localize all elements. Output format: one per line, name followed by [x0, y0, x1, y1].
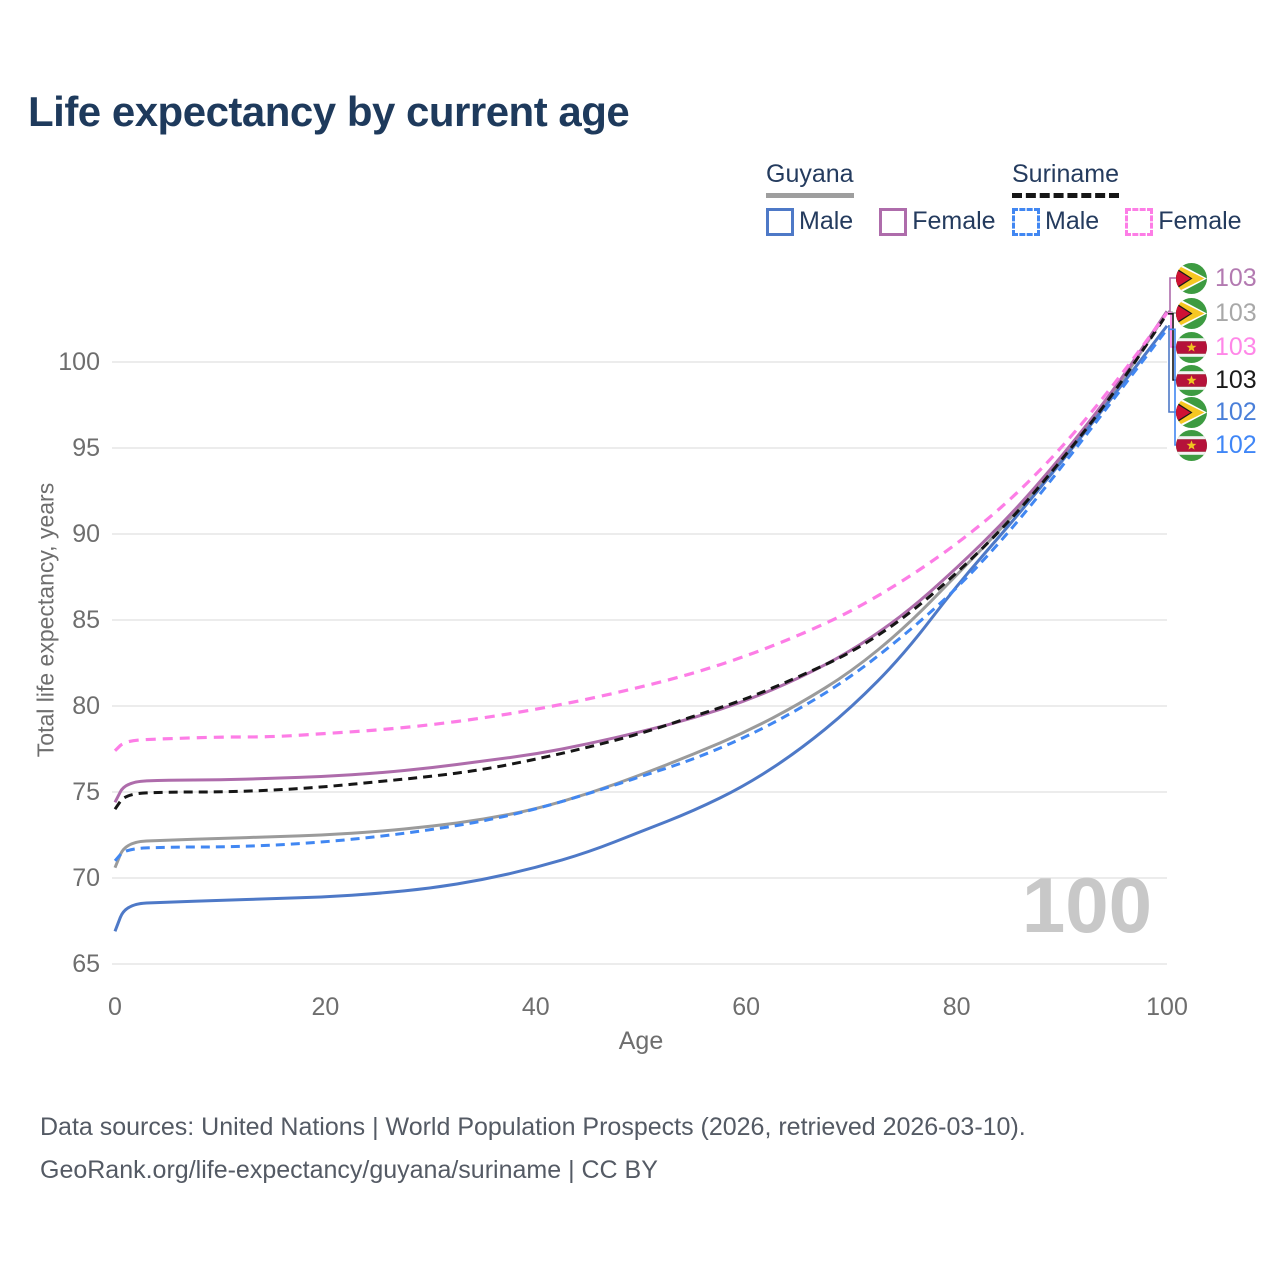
- legend-group-guyana: Guyana Male Female: [766, 160, 996, 236]
- x-tick-label: 40: [521, 993, 550, 1021]
- y-tick-label: 100: [58, 348, 100, 376]
- guyana-flag-icon: [1176, 263, 1207, 294]
- suriname-flag-icon: [1176, 430, 1207, 461]
- y-tick-label: 70: [72, 864, 100, 892]
- end-label-value: 103: [1215, 298, 1257, 327]
- end-label-value: 102: [1215, 430, 1257, 459]
- y-tick-label: 95: [72, 434, 100, 462]
- legend-country-guyana[interactable]: Guyana: [766, 160, 854, 198]
- suriname-male-swatch-icon: [1012, 207, 1040, 236]
- x-tick-label: 100: [1146, 993, 1188, 1021]
- end-label-row: 103: [1176, 297, 1257, 329]
- guyana-male-swatch-icon: [766, 207, 794, 236]
- series-line-suriname-all[interactable]: [113, 313, 1169, 811]
- y-tick-label: 65: [72, 950, 100, 978]
- end-label-row: 102: [1176, 396, 1257, 428]
- series-line-suriname-male[interactable]: [113, 328, 1169, 862]
- guyana-female-swatch-icon: [879, 207, 908, 236]
- legend-item-label: Male: [1045, 207, 1100, 235]
- end-label-row: 103: [1176, 364, 1257, 396]
- guyana-flag-icon: [1176, 298, 1207, 329]
- end-label-value: 103: [1215, 332, 1257, 361]
- legend-country-suriname[interactable]: Suriname: [1012, 160, 1119, 198]
- end-label-value: 102: [1215, 397, 1257, 426]
- legend-item-guyana-male[interactable]: Male: [766, 207, 853, 236]
- series-line-guyana-male[interactable]: [113, 324, 1169, 932]
- suriname-flag-icon: [1176, 332, 1207, 363]
- end-label-row: 102: [1176, 429, 1257, 461]
- end-label-value: 103: [1215, 365, 1257, 394]
- legend-item-label: Female: [912, 207, 996, 235]
- footer-attribution: GeoRank.org/life-expectancy/guyana/surin…: [40, 1155, 658, 1184]
- guyana-flag-icon: [1176, 397, 1207, 428]
- x-tick-label: 0: [108, 993, 122, 1021]
- legend-item-label: Male: [799, 207, 854, 235]
- leader-line-guyana-female: [1168, 277, 1180, 313]
- footer-sources: Data sources: United Nations | World Pop…: [40, 1113, 1026, 1141]
- series-line-guyana-all[interactable]: [113, 311, 1169, 869]
- legend-item-suriname-female[interactable]: Female: [1125, 207, 1242, 236]
- y-tick-label: 75: [72, 778, 100, 806]
- y-tick-label: 90: [72, 520, 100, 548]
- suriname-flag-icon: [1176, 365, 1207, 396]
- legend-group-suriname: Suriname Male Female: [1012, 160, 1242, 236]
- x-tick-label: 80: [942, 993, 971, 1021]
- end-label-row: 103: [1176, 262, 1257, 294]
- x-axis-title: Age: [618, 1027, 664, 1055]
- legend-item-suriname-male[interactable]: Male: [1012, 207, 1099, 236]
- y-axis-title: Total life expectancy, years: [32, 482, 59, 758]
- end-label-row: 103: [1176, 331, 1257, 363]
- legend-item-label: Female: [1158, 207, 1242, 235]
- age-watermark: 100: [1021, 861, 1152, 949]
- x-tick-label: 20: [311, 993, 340, 1021]
- series-line-suriname-female[interactable]: [113, 312, 1169, 752]
- end-label-value: 103: [1215, 263, 1257, 292]
- suriname-female-swatch-icon: [1125, 207, 1154, 236]
- x-tick-label: 60: [732, 993, 761, 1021]
- y-tick-label: 80: [72, 692, 100, 720]
- series-line-guyana-female[interactable]: [113, 310, 1169, 804]
- page-title: Life expectancy by current age: [28, 88, 630, 135]
- footer: Data sources: United Nations | World Pop…: [40, 1106, 1026, 1191]
- y-tick-label: 85: [72, 606, 100, 634]
- legend-item-guyana-female[interactable]: Female: [879, 207, 996, 236]
